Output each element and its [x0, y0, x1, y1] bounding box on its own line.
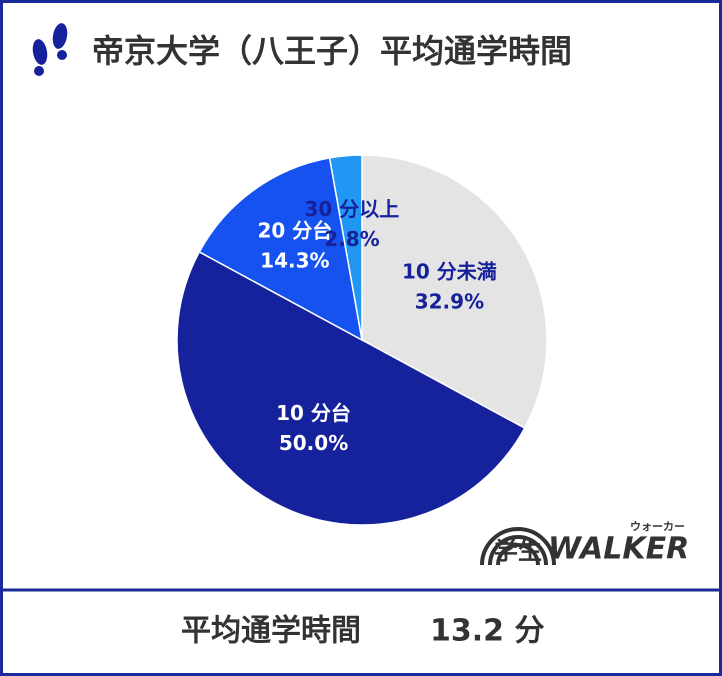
- value-label: 32.9%: [415, 289, 484, 313]
- logo-arc: [480, 527, 556, 566]
- footer-value: 13.2 分: [430, 614, 544, 649]
- footer-label: 平均通学時間: [181, 614, 361, 649]
- chart-title: 帝京大学（八王子）平均通学時間: [92, 32, 572, 70]
- slice-label: 20 分台: [257, 218, 332, 242]
- logo-arc: [496, 543, 540, 566]
- pie-slice: [198, 156, 364, 342]
- slice-label: 30 分以上: [305, 197, 400, 221]
- footprints-icon: [32, 23, 68, 76]
- logo-arc: [488, 535, 548, 566]
- value-label: 50.0%: [279, 431, 348, 455]
- logo-brand: WALKER: [548, 532, 689, 567]
- logo-reading: ウォーカー: [630, 520, 685, 533]
- pie-slice: [328, 154, 363, 341]
- pie-slice: [176, 250, 526, 526]
- slice-label: 10 分台: [276, 401, 351, 425]
- value-label: 2.8%: [324, 227, 379, 251]
- logo: 学生 WALKER ウォーカー: [480, 520, 689, 567]
- logo-text: 学生: [494, 537, 542, 565]
- slice-label: 10 分未満: [402, 259, 497, 283]
- pie-slice: [361, 154, 548, 430]
- value-label: 14.3%: [260, 248, 329, 272]
